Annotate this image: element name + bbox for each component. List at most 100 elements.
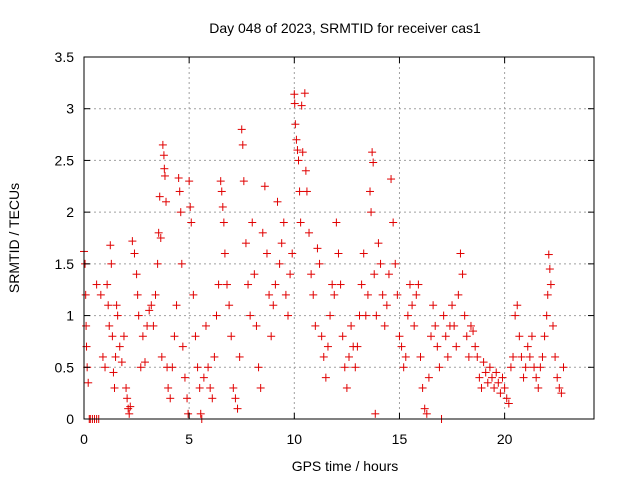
data-point (521, 363, 530, 372)
data-point (367, 208, 376, 217)
data-point (408, 301, 417, 310)
data-point (112, 301, 121, 310)
data-point (477, 383, 486, 392)
data-point (298, 148, 307, 157)
data-point (219, 218, 228, 227)
data-point (216, 177, 225, 186)
data-point (328, 280, 337, 289)
data-point (429, 301, 438, 310)
data-point (82, 321, 91, 330)
data-point (357, 280, 366, 289)
data-point (110, 383, 119, 392)
data-point (262, 249, 271, 258)
data-point (456, 249, 465, 258)
data-point (380, 321, 389, 330)
data-point (483, 378, 492, 387)
data-point (370, 270, 379, 279)
data-points (80, 89, 568, 423)
data-point (81, 290, 90, 299)
data-point (183, 394, 192, 403)
data-point (125, 409, 134, 418)
data-point (134, 311, 143, 320)
x-tick-label: 10 (287, 431, 303, 447)
data-point (433, 342, 442, 351)
data-point (217, 187, 226, 196)
data-point (395, 332, 404, 341)
data-point (241, 239, 250, 248)
data-point (286, 270, 295, 279)
data-point (223, 280, 232, 289)
data-point (130, 249, 139, 258)
data-point (288, 249, 297, 258)
data-point (164, 383, 173, 392)
data-point (462, 332, 471, 341)
data-point (515, 332, 524, 341)
data-point (517, 352, 526, 361)
data-point (184, 409, 193, 418)
data-point (519, 373, 528, 382)
data-point (220, 249, 229, 258)
data-point (405, 280, 414, 289)
data-point (305, 228, 314, 237)
data-point (326, 311, 335, 320)
data-point (290, 90, 299, 99)
data-point (418, 383, 427, 392)
data-point (559, 363, 568, 372)
data-point (460, 311, 469, 320)
data-point (107, 259, 116, 268)
data-point (273, 197, 282, 206)
data-point (490, 383, 499, 392)
data-point (233, 404, 242, 413)
data-point (338, 332, 347, 341)
data-point (172, 301, 181, 310)
x-tick-label: 20 (497, 431, 513, 447)
data-point (340, 363, 349, 372)
data-point (378, 290, 387, 299)
y-tick-label: 3 (66, 101, 74, 117)
data-point (366, 187, 375, 196)
data-point (254, 363, 263, 372)
data-point (546, 280, 555, 289)
data-point (485, 363, 494, 372)
data-point (553, 373, 562, 382)
data-point (104, 301, 113, 310)
data-point (321, 373, 330, 382)
data-point (208, 394, 217, 403)
y-axis-label: SRMTID / TECUs (6, 183, 22, 293)
data-point (119, 332, 128, 341)
data-point (372, 311, 381, 320)
data-point (201, 321, 210, 330)
data-point (311, 321, 320, 330)
data-point (500, 383, 509, 392)
data-point (374, 239, 383, 248)
data-point (317, 332, 326, 341)
data-point (133, 290, 142, 299)
data-point (294, 156, 303, 165)
data-point (174, 174, 183, 183)
data-point (368, 148, 377, 157)
data-point (269, 301, 278, 310)
data-point (481, 368, 490, 377)
data-point (191, 332, 200, 341)
data-point (176, 208, 185, 217)
data-point (153, 259, 162, 268)
data-point (371, 409, 380, 418)
data-point (363, 290, 372, 299)
data-point (422, 409, 431, 418)
data-point (502, 394, 511, 403)
data-point (309, 290, 318, 299)
axes: 0 0.5 1 1.5 2 2.5 3 3.5 0 5 10 15 20 (55, 49, 594, 447)
data-point (206, 383, 215, 392)
data-point (237, 125, 246, 134)
data-point (147, 301, 156, 310)
data-point (351, 363, 360, 372)
data-point (275, 259, 284, 268)
data-point (158, 140, 167, 149)
data-point (557, 389, 566, 398)
data-point (544, 250, 553, 259)
data-point (196, 409, 205, 418)
data-point (126, 402, 135, 411)
data-point (136, 363, 145, 372)
data-point (193, 363, 202, 372)
data-point (101, 363, 110, 372)
